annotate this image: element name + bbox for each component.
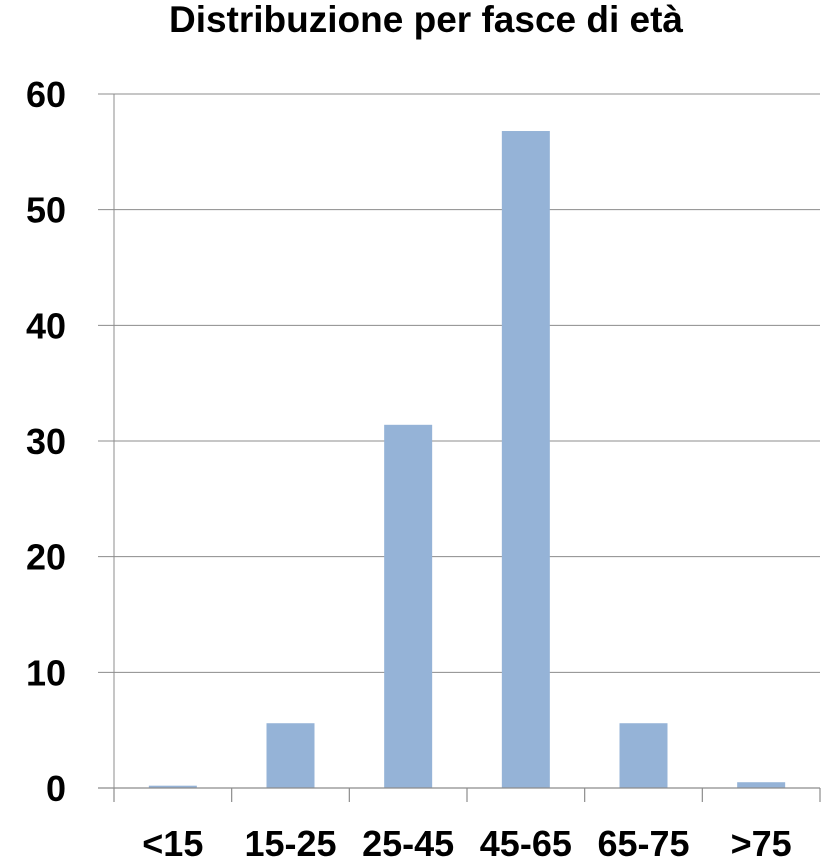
bar-65-75 — [619, 723, 668, 788]
y-axis-ticks: 0 10 20 30 40 50 60 — [26, 74, 66, 809]
y-tick-label-20: 20 — [26, 537, 66, 578]
bar-15-25 — [266, 723, 315, 788]
x-category-label-<15: <15 — [142, 823, 203, 864]
x-category-label-15-25: 15-25 — [244, 823, 336, 864]
y-tick-label-60: 60 — [26, 74, 66, 115]
chart-title: Distribuzione per fasce di età — [169, 0, 683, 40]
bars — [148, 131, 786, 789]
y-tick-label-30: 30 — [26, 421, 66, 462]
y-tick-label-40: 40 — [26, 305, 66, 346]
x-category-label-65-75: 65-75 — [597, 823, 689, 864]
bar-25-45 — [384, 424, 433, 788]
y-tick-label-50: 50 — [26, 190, 66, 231]
x-category-label->75: >75 — [731, 823, 792, 864]
bar-45-65 — [501, 131, 550, 789]
x-axis-category-labels: <15 15-25 25-45 45-65 65-75 >75 — [142, 823, 791, 864]
x-axis — [98, 94, 821, 802]
bar->75 — [737, 782, 786, 788]
x-category-label-25-45: 25-45 — [362, 823, 454, 864]
y-tick-label-10: 10 — [26, 652, 66, 693]
x-category-label-45-65: 45-65 — [480, 823, 572, 864]
gridlines — [98, 93, 820, 673]
y-tick-label-0: 0 — [46, 768, 66, 809]
bar-<15 — [148, 785, 197, 788]
